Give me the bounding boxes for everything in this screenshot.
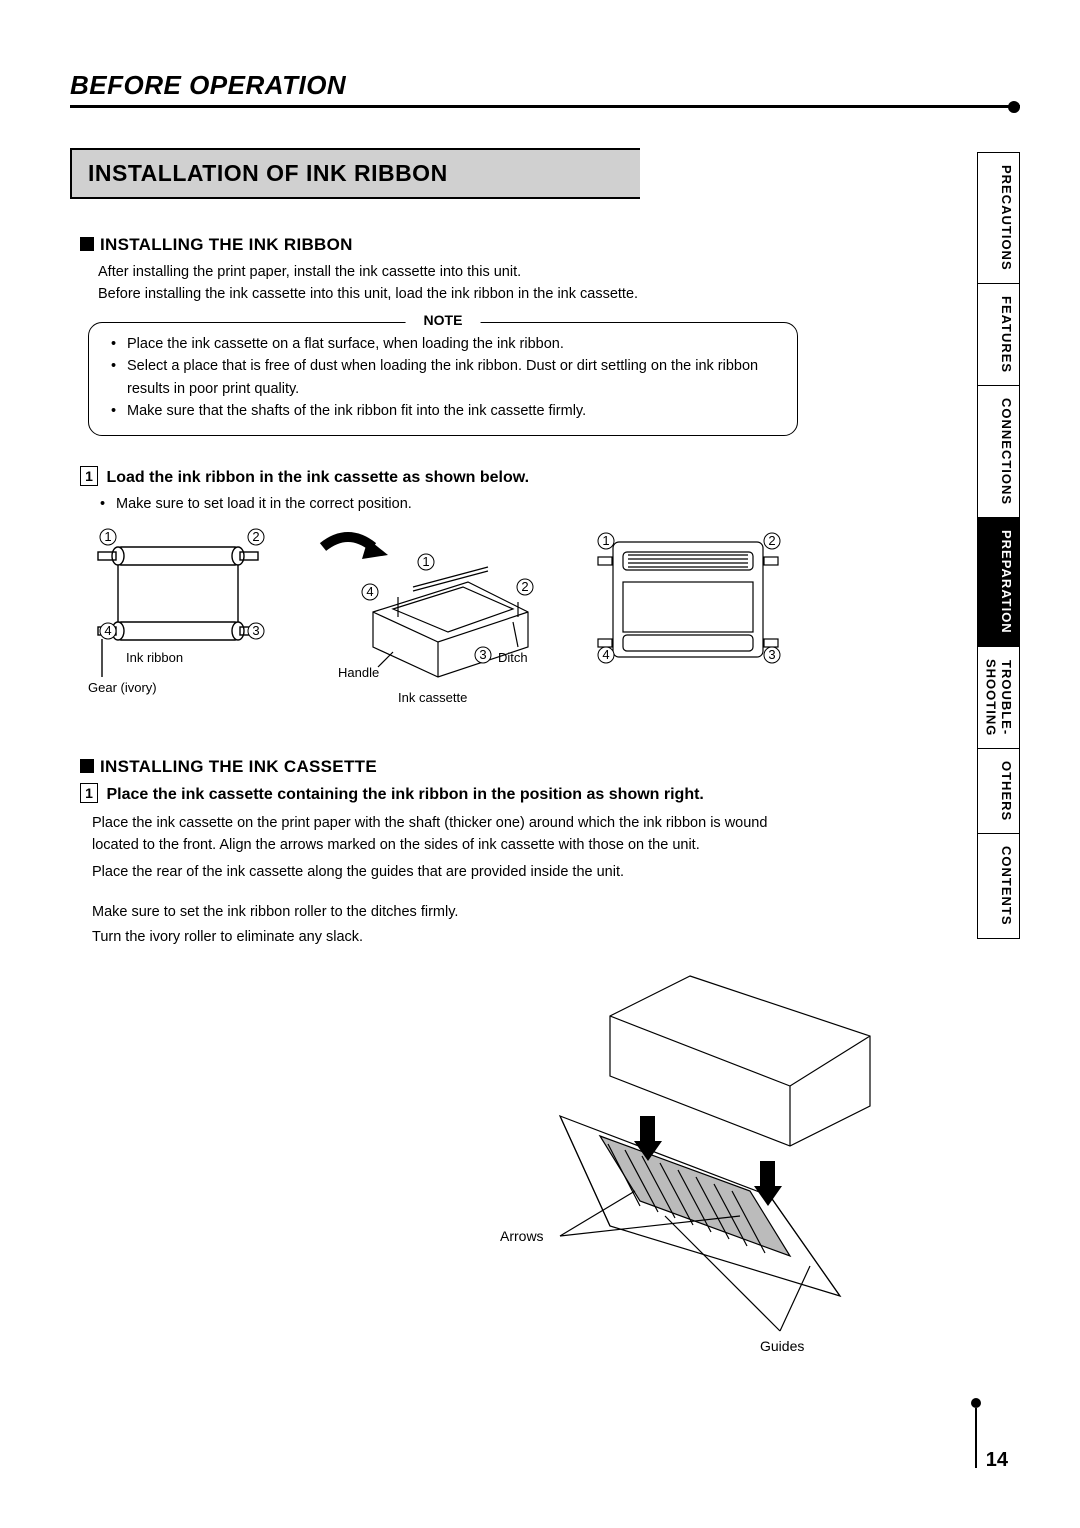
section-header: BEFORE OPERATION	[70, 70, 1020, 108]
install-diagram: Arrows Guides	[490, 966, 1020, 1371]
diagram-row: 1 2 3 4 Ink ribbon Gear (ivory)	[88, 527, 1020, 717]
svg-text:3: 3	[252, 623, 259, 638]
title-text: INSTALLATION OF INK RIBBON	[88, 160, 624, 187]
svg-text:4: 4	[602, 647, 609, 662]
side-tabs: PRECAUTIONS FEATURES CONNECTIONS PREPARA…	[977, 152, 1020, 939]
tab-troubleshooting[interactable]: TROUBLE- SHOOTING	[977, 646, 1020, 748]
tab-preparation[interactable]: PREPARATION	[977, 517, 1020, 646]
para1: After installing the print paper, instal…	[98, 264, 521, 280]
svg-text:Ink ribbon: Ink ribbon	[126, 650, 183, 665]
svg-text:2: 2	[521, 579, 528, 594]
step-1-heading: 1 Load the ink ribbon in the ink cassett…	[80, 466, 1020, 487]
page-dot	[971, 1398, 981, 1408]
step-2-p2: Place the rear of the ink cassette along…	[92, 861, 772, 883]
note-item: Place the ink cassette on a flat surface…	[109, 333, 777, 355]
step-1-body: Make sure to set load it in the correct …	[98, 493, 1020, 515]
page-rule	[975, 1408, 977, 1468]
svg-text:2: 2	[768, 533, 775, 548]
step-2-p4: Turn the ivory roller to eliminate any s…	[92, 926, 552, 948]
svg-text:1: 1	[422, 554, 429, 569]
tab-contents[interactable]: CONTENTS	[977, 833, 1020, 939]
svg-text:Guides: Guides	[760, 1338, 804, 1354]
svg-text:1: 1	[104, 529, 111, 544]
note-label: NOTE	[406, 312, 481, 328]
note-item: Select a place that is free of dust when…	[109, 355, 777, 400]
subheading-ink-ribbon: INSTALLING THE INK RIBBON	[80, 235, 1020, 255]
tab-connections[interactable]: CONNECTIONS	[977, 385, 1020, 517]
step-2-p1: Place the ink cassette on the print pape…	[92, 812, 772, 857]
svg-text:Ditch: Ditch	[498, 650, 528, 665]
svg-text:Arrows: Arrows	[500, 1228, 544, 1244]
svg-text:4: 4	[104, 623, 111, 638]
body-text: After installing the print paper, instal…	[98, 261, 1020, 306]
svg-text:3: 3	[479, 647, 486, 662]
title-box: INSTALLATION OF INK RIBBON	[70, 148, 640, 199]
tab-others[interactable]: OTHERS	[977, 748, 1020, 833]
note-item: Make sure that the shafts of the ink rib…	[109, 400, 777, 422]
svg-text:4: 4	[366, 584, 373, 599]
diagram-cassette: 1 2 3 4 Handle Ditch Ink cassette	[318, 527, 548, 717]
svg-text:2: 2	[252, 529, 259, 544]
step-1-text: Load the ink ribbon in the ink cassette …	[106, 469, 529, 486]
diagram-loaded: 1 2 3 4	[588, 527, 788, 717]
step-2-p3: Make sure to set the ink ribbon roller t…	[92, 901, 552, 923]
step-number: 1	[80, 466, 98, 486]
step-2-heading: 1 Place the ink cassette containing the …	[80, 783, 780, 806]
step-2-text: Place the ink cassette containing the in…	[106, 786, 703, 803]
page-number: 14	[986, 1449, 1008, 1472]
svg-text:1: 1	[602, 533, 609, 548]
svg-text:Gear (ivory): Gear (ivory)	[88, 680, 157, 695]
tab-features[interactable]: FEATURES	[977, 283, 1020, 385]
svg-text:3: 3	[768, 647, 775, 662]
svg-text:Ink cassette: Ink cassette	[398, 690, 467, 705]
step-1-bullet: Make sure to set load it in the correct …	[98, 493, 1020, 515]
diagram-ribbon: 1 2 3 4 Ink ribbon Gear (ivory)	[88, 527, 278, 717]
subheading-ink-cassette: INSTALLING THE INK CASSETTE	[80, 757, 1020, 777]
note-box: NOTE Place the ink cassette on a flat su…	[88, 322, 798, 436]
tab-precautions[interactable]: PRECAUTIONS	[977, 152, 1020, 283]
svg-text:Handle: Handle	[338, 665, 379, 680]
step-number: 1	[80, 783, 98, 803]
para2: Before installing the ink cassette into …	[98, 286, 638, 302]
